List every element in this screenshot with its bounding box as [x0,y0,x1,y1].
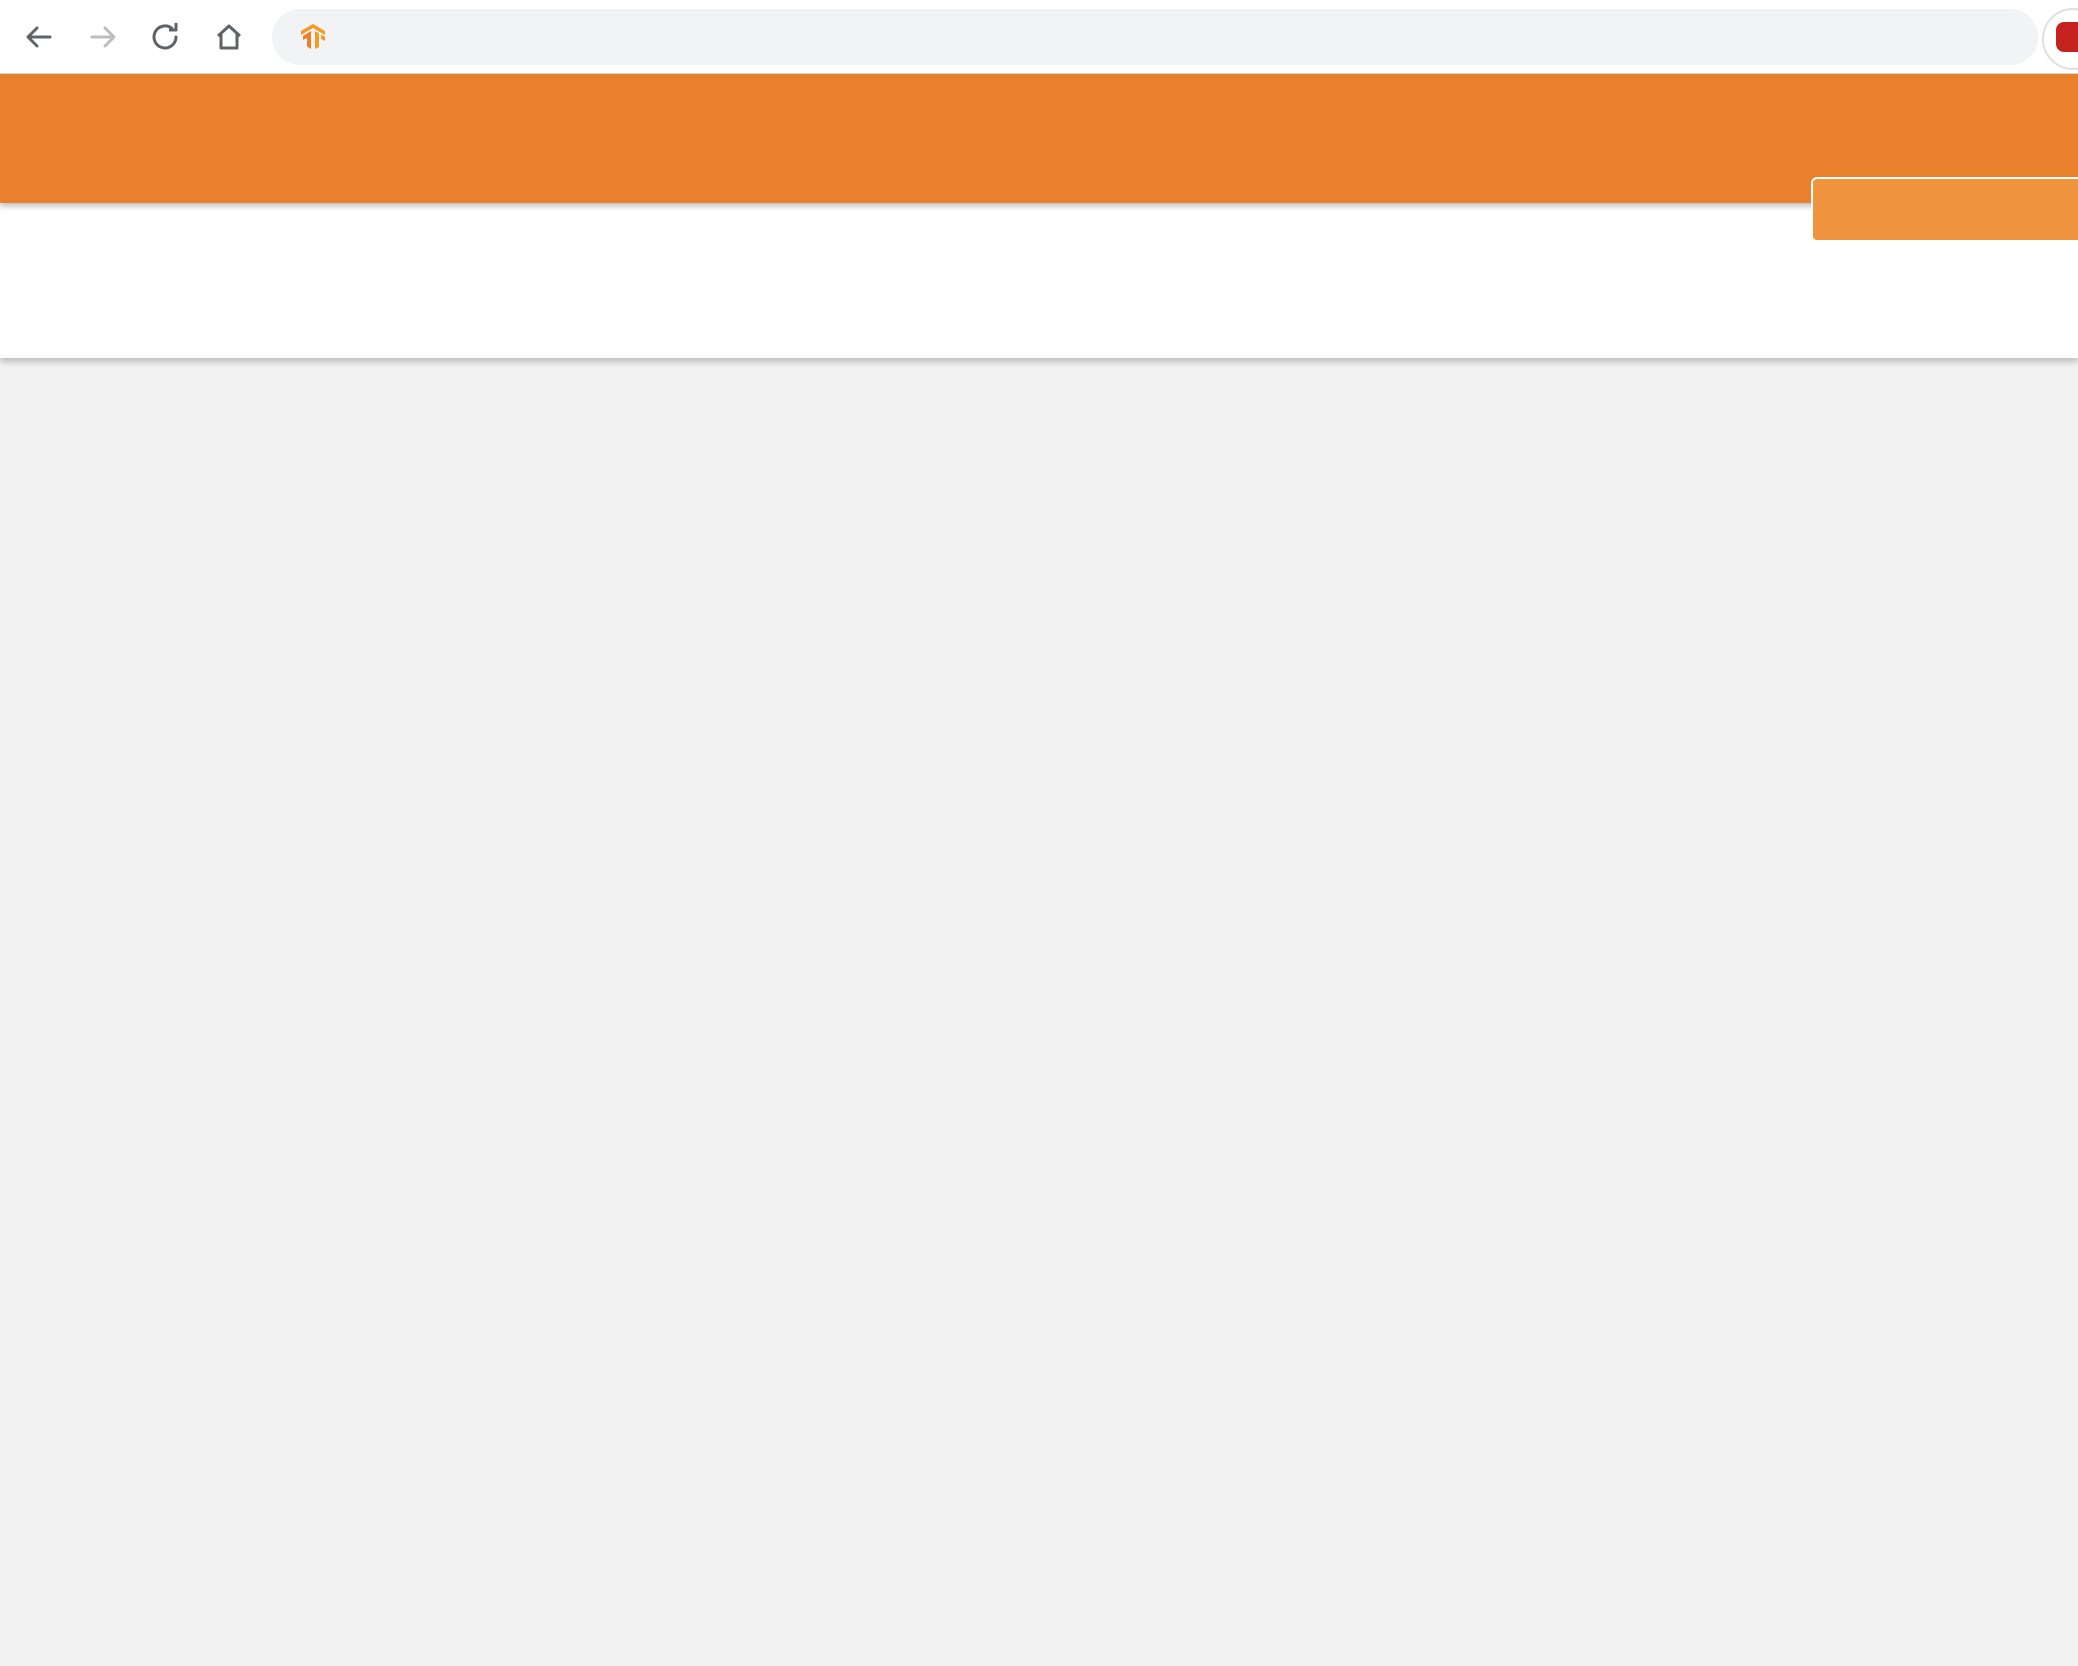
browser-toolbar [0,0,2078,74]
content-area [0,358,2078,1666]
experiment-subheader [0,203,2078,358]
home-icon[interactable] [212,20,246,54]
avatar[interactable] [2042,8,2078,70]
send-feedback-button[interactable] [1811,177,2078,242]
tensorboard-logo-icon [301,24,325,49]
active-tab-indicator [429,269,598,276]
app-header [0,73,2078,276]
address-bar[interactable] [272,9,2038,65]
forward-icon[interactable] [86,20,120,54]
back-icon[interactable] [22,20,56,54]
reload-icon[interactable] [148,20,182,54]
avatar-image [2056,22,2078,52]
